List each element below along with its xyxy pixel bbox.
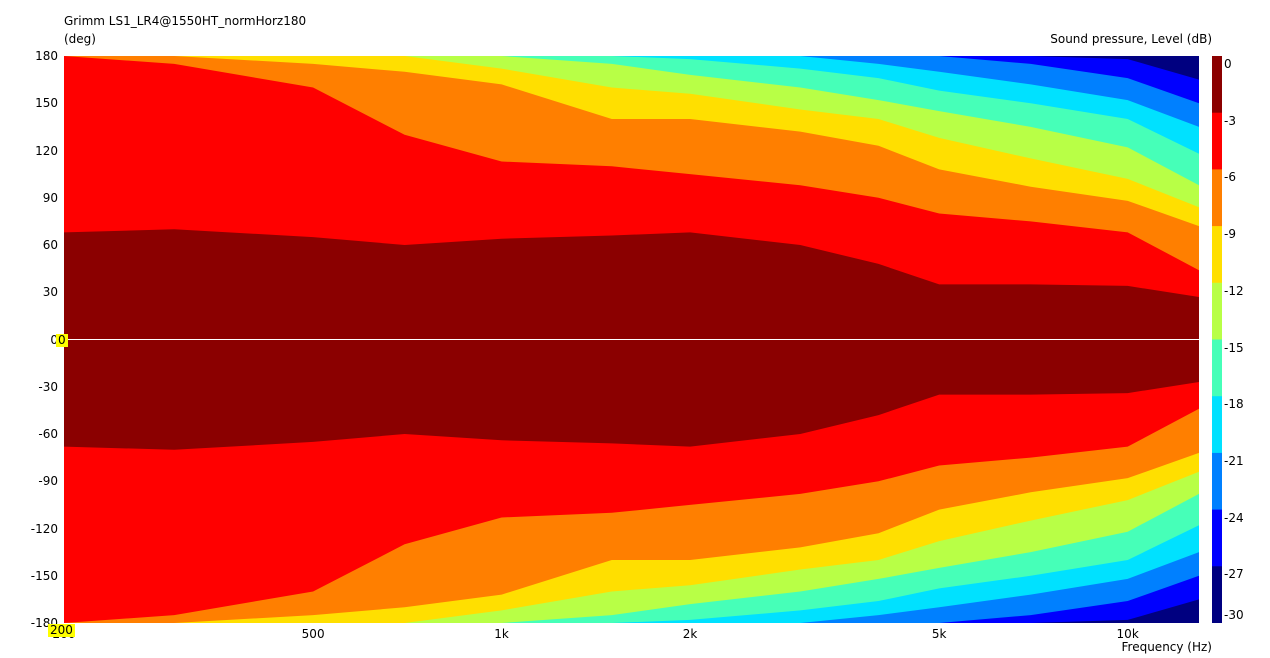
x-tick-label: 2k: [682, 627, 698, 641]
colorbar-tick-label: 0: [1224, 57, 1232, 71]
colorbar-cell: [1212, 226, 1222, 284]
colorbar-tick-label: -30: [1224, 608, 1244, 622]
y-tick-label: -120: [30, 521, 58, 536]
y-tick-label: 60: [42, 238, 58, 252]
colorbar-tick-label: -27: [1224, 567, 1244, 582]
y-tick-label: -150: [30, 568, 58, 583]
colorbar-cell: [1212, 56, 1222, 114]
colorbar-cell: [1212, 566, 1222, 623]
directivity-heatmap[interactable]: [64, 56, 1199, 623]
y-tick-label: 0: [50, 332, 58, 347]
y-tick-label: 180: [35, 49, 58, 63]
colorbar-tick-label: -15: [1224, 340, 1244, 355]
colorbar-tick-label: -6: [1224, 170, 1236, 185]
y-tick-label: 150: [35, 96, 58, 111]
y-tick-label: 120: [35, 143, 58, 158]
colorbar-cell: [1212, 452, 1222, 511]
colorbar-tick-label: -21: [1224, 453, 1244, 468]
y-tick-label: -90: [38, 474, 58, 489]
x-tick-label: 10k: [1116, 627, 1139, 641]
x-tick-label: 500: [301, 627, 325, 641]
x-axis-label: Frequency (Hz): [1121, 640, 1213, 654]
colorbar-cell: [1212, 282, 1222, 340]
colorbar-tick-label: -24: [1224, 510, 1244, 525]
x-tick-label: 1k: [494, 627, 509, 641]
colorbar: [1212, 56, 1222, 623]
chart-title: Grimm LS1_LR4@1550HT_normHorz180: [64, 14, 307, 28]
y-tick-label: 90: [42, 190, 58, 205]
y-tick-label: -30: [38, 379, 58, 394]
y-tick-label: -60: [38, 427, 58, 441]
colorbar-cell: [1212, 396, 1222, 454]
colorbar-cell: [1212, 339, 1222, 397]
y-axis-unit: (deg): [64, 32, 96, 46]
colorbar-cell: [1212, 112, 1222, 170]
colorbar-cell: [1212, 509, 1222, 567]
colorbar-tick-label: -9: [1224, 227, 1236, 242]
colorbar-tick-label: -12: [1224, 283, 1244, 298]
x-tick-label: 5k: [931, 627, 947, 641]
colorbar-cell: [1212, 169, 1222, 227]
colorbar-label: Sound pressure, Level (dB): [1050, 32, 1212, 46]
cursor-x-readout: 200: [48, 623, 75, 637]
colorbar-tick-label: -18: [1224, 397, 1244, 412]
cursor-y-readout: 0: [56, 333, 68, 347]
y-tick-label: 30: [42, 285, 58, 300]
colorbar-tick-label: -3: [1224, 113, 1236, 128]
